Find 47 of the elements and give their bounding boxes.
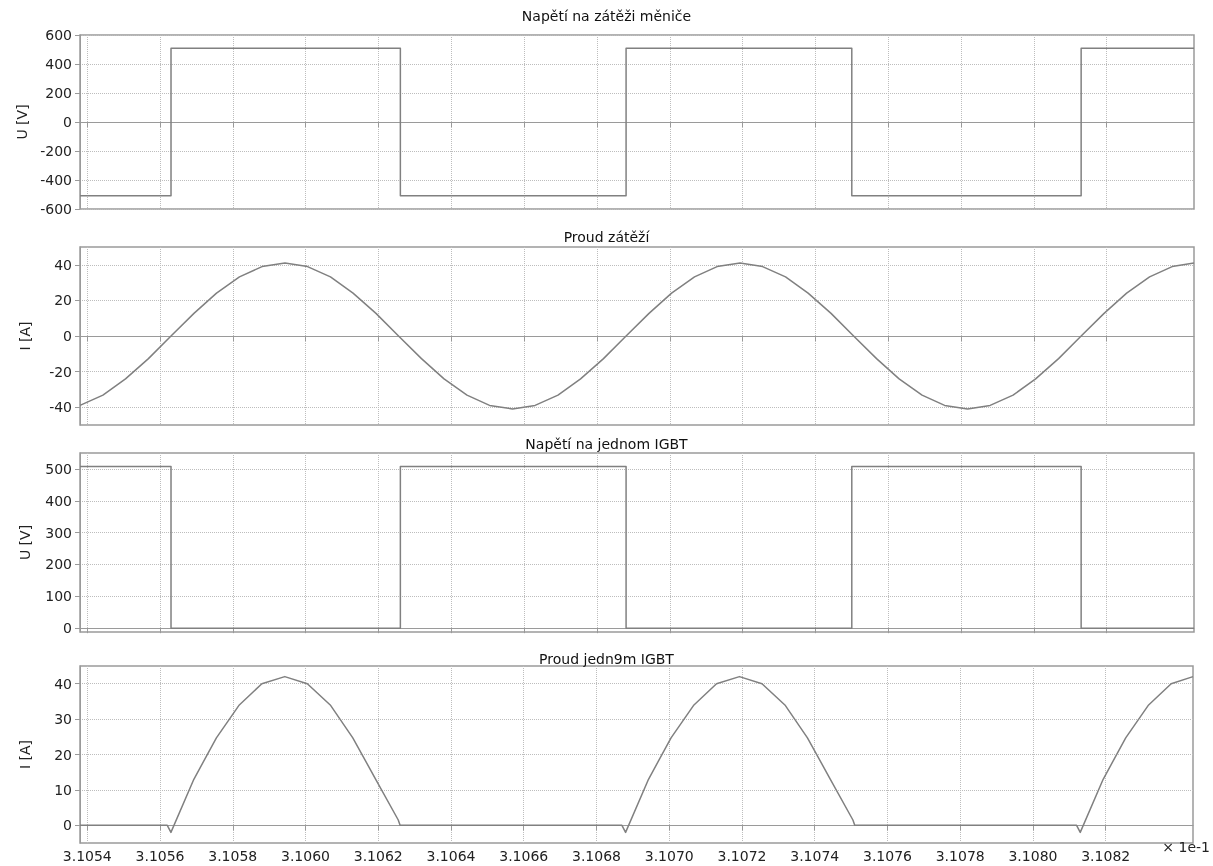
- x-tick-label: 3.1058: [208, 848, 258, 864]
- x-tick-label: 3.1076: [862, 848, 913, 864]
- x-axis-title: × 1e-1: [1162, 839, 1210, 856]
- x-tick-label: 3.1066: [499, 848, 549, 864]
- y-axis-title: I [A]: [17, 739, 33, 770]
- x-tick-label: 3.1074: [790, 848, 840, 864]
- y-tick-label: 40: [54, 256, 72, 273]
- y-tick-label: 0: [63, 817, 72, 834]
- chart-title: Proud zátěží: [563, 229, 651, 245]
- y-tick-label: 0: [63, 620, 72, 637]
- x-tick-label: 3.1056: [135, 848, 185, 864]
- y-tick-label: 30: [54, 711, 72, 728]
- y-tick-label: 0: [63, 114, 72, 130]
- y-tick-label: -40: [49, 399, 72, 416]
- y-tick-label: 40: [54, 675, 72, 692]
- y-axis-title: U [V]: [17, 524, 33, 561]
- x-tick-label: 3.1072: [717, 848, 767, 864]
- y-tick-label: 10: [54, 781, 72, 798]
- x-tick-label: 3.1060: [281, 848, 331, 864]
- chart-title: Napětí na zátěži měniče: [521, 8, 692, 24]
- y-tick-label: 600: [45, 27, 72, 43]
- y-tick-label: -400: [40, 172, 72, 188]
- x-tick-label: 3.1054: [62, 848, 112, 864]
- x-tick-label: 3.1062: [353, 848, 403, 864]
- y-tick-label: -200: [40, 143, 72, 159]
- y-tick-label: 20: [54, 746, 72, 763]
- y-tick-label: 300: [45, 524, 72, 541]
- y-axis-title: I [A]: [17, 321, 33, 351]
- chart-title: Proud jedn9m IGBT: [539, 651, 675, 667]
- y-tick-label: 200: [45, 85, 72, 101]
- x-tick-label: 3.1078: [935, 848, 985, 864]
- y-tick-label: -20: [49, 363, 72, 380]
- y-tick-label: 500: [45, 460, 72, 477]
- y-tick-label: 20: [54, 292, 72, 309]
- x-tick-label: 3.1082: [1081, 848, 1131, 864]
- y-tick-label: 200: [45, 556, 72, 573]
- y-tick-label: -600: [40, 201, 72, 217]
- y-tick-label: 0: [63, 328, 72, 344]
- x-tick-label: 3.1064: [426, 848, 476, 864]
- y-tick-label: 400: [45, 56, 72, 72]
- y-axis-title: U [V]: [14, 104, 31, 140]
- y-tick-label: 400: [45, 492, 72, 509]
- chart-title: Napětí na jednom IGBT: [525, 436, 689, 452]
- x-tick-label: 3.1068: [571, 848, 621, 864]
- x-tick-label: 3.1070: [644, 848, 694, 864]
- y-tick-label: 100: [45, 588, 72, 605]
- x-tick-label: 3.1080: [1008, 848, 1058, 864]
